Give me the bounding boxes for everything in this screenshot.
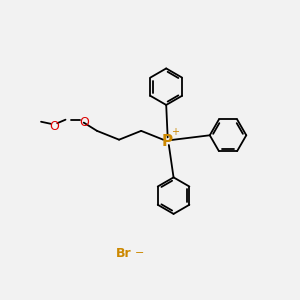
Text: O: O	[79, 116, 89, 129]
Text: O: O	[50, 120, 59, 133]
Text: −: −	[135, 248, 144, 258]
Text: Br: Br	[116, 247, 131, 260]
Text: +: +	[171, 127, 179, 137]
Text: P: P	[162, 134, 173, 149]
